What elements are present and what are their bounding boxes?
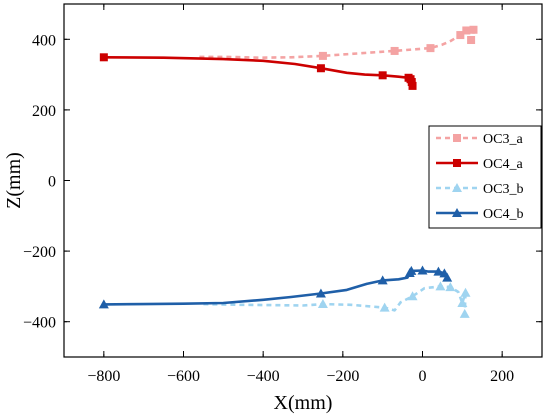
- y-tick-label: −400: [23, 315, 56, 332]
- y-axis-title: Z(mm): [3, 152, 25, 209]
- data-point: [407, 291, 418, 301]
- data-point: [318, 51, 327, 60]
- data-point: [467, 36, 476, 45]
- data-point: [379, 302, 390, 312]
- series-line: [203, 285, 467, 314]
- x-tick-label: 200: [490, 368, 514, 385]
- data-point: [460, 287, 471, 297]
- legend-marker: [452, 208, 462, 217]
- series-oc4-b: [98, 265, 453, 309]
- legend-marker: [453, 134, 461, 142]
- data-point: [435, 281, 446, 291]
- data-point: [462, 26, 471, 35]
- data-point: [378, 71, 387, 80]
- data-point: [456, 31, 465, 40]
- data-point: [377, 275, 388, 285]
- legend-label: OC3_a: [483, 132, 523, 147]
- y-tick-label: 0: [48, 174, 56, 191]
- series-oc3-b: [203, 281, 471, 318]
- data-point: [459, 308, 470, 318]
- x-tick-label: −800: [87, 368, 120, 385]
- x-tick-label: −600: [167, 368, 200, 385]
- legend: OC3_a OC4_a OC3_b OC4_b: [428, 125, 542, 229]
- legend-label: OC4_b: [483, 207, 523, 222]
- data-point: [99, 53, 108, 62]
- data-point: [426, 44, 435, 53]
- y-tick-label: 200: [32, 103, 56, 120]
- x-tick-label: −400: [247, 368, 280, 385]
- data-point: [469, 25, 478, 34]
- data-point: [390, 46, 399, 55]
- series-oc4-a: [99, 53, 417, 90]
- legend-marker: [453, 159, 461, 167]
- legend-label: OC3_b: [483, 182, 523, 197]
- data-point: [417, 265, 428, 275]
- series-line: [199, 26, 475, 60]
- y-tick-label: −200: [23, 244, 56, 261]
- data-point: [442, 272, 453, 282]
- y-tick-label: 400: [32, 32, 56, 49]
- series-line: [103, 269, 449, 306]
- data-point: [457, 297, 468, 307]
- legend-marker: [452, 183, 462, 192]
- series-line: [103, 56, 414, 87]
- data-point: [317, 299, 328, 309]
- series-oc3-a: [199, 25, 478, 60]
- legend-label: OC4_a: [483, 157, 523, 172]
- axis-ticks: −800 −600 −400 −200 0 200 −400 −200 0 200 400: [23, 4, 542, 385]
- x-tick-label: −200: [326, 368, 359, 385]
- data-point: [315, 288, 326, 298]
- data-point: [98, 299, 109, 309]
- data-point: [433, 266, 444, 276]
- data-point: [445, 282, 456, 292]
- data-point: [408, 81, 417, 90]
- data-point: [406, 265, 417, 275]
- data-point: [316, 64, 325, 73]
- x-axis-title: X(mm): [274, 392, 333, 414]
- legend-box: [428, 125, 542, 229]
- x-tick-label: 0: [419, 368, 427, 385]
- series-layer: [98, 25, 478, 318]
